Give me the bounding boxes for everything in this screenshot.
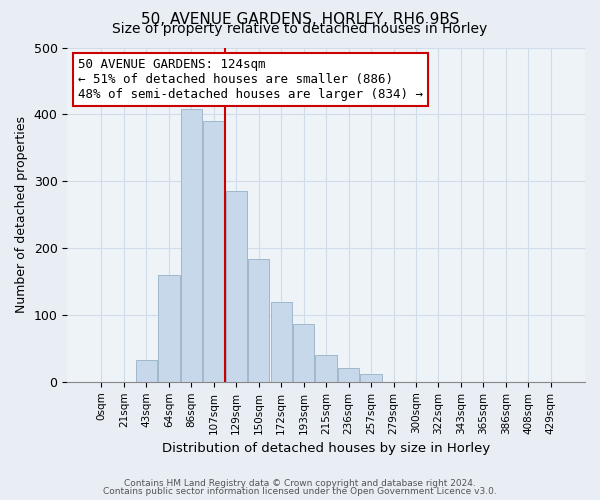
Text: 50, AVENUE GARDENS, HORLEY, RH6 9BS: 50, AVENUE GARDENS, HORLEY, RH6 9BS <box>141 12 459 28</box>
Bar <box>293 324 314 382</box>
Bar <box>136 360 157 382</box>
Bar <box>181 109 202 382</box>
Bar <box>226 192 247 382</box>
Text: 50 AVENUE GARDENS: 124sqm
← 51% of detached houses are smaller (886)
48% of semi: 50 AVENUE GARDENS: 124sqm ← 51% of detac… <box>77 58 422 100</box>
X-axis label: Distribution of detached houses by size in Horley: Distribution of detached houses by size … <box>162 442 490 455</box>
Bar <box>158 275 179 382</box>
Text: Size of property relative to detached houses in Horley: Size of property relative to detached ho… <box>112 22 488 36</box>
Bar <box>316 355 337 382</box>
Text: Contains public sector information licensed under the Open Government Licence v3: Contains public sector information licen… <box>103 487 497 496</box>
Bar <box>338 368 359 382</box>
Bar <box>248 260 269 382</box>
Bar <box>361 374 382 382</box>
Y-axis label: Number of detached properties: Number of detached properties <box>15 116 28 313</box>
Bar <box>203 121 224 382</box>
Text: Contains HM Land Registry data © Crown copyright and database right 2024.: Contains HM Land Registry data © Crown c… <box>124 479 476 488</box>
Bar <box>271 302 292 382</box>
